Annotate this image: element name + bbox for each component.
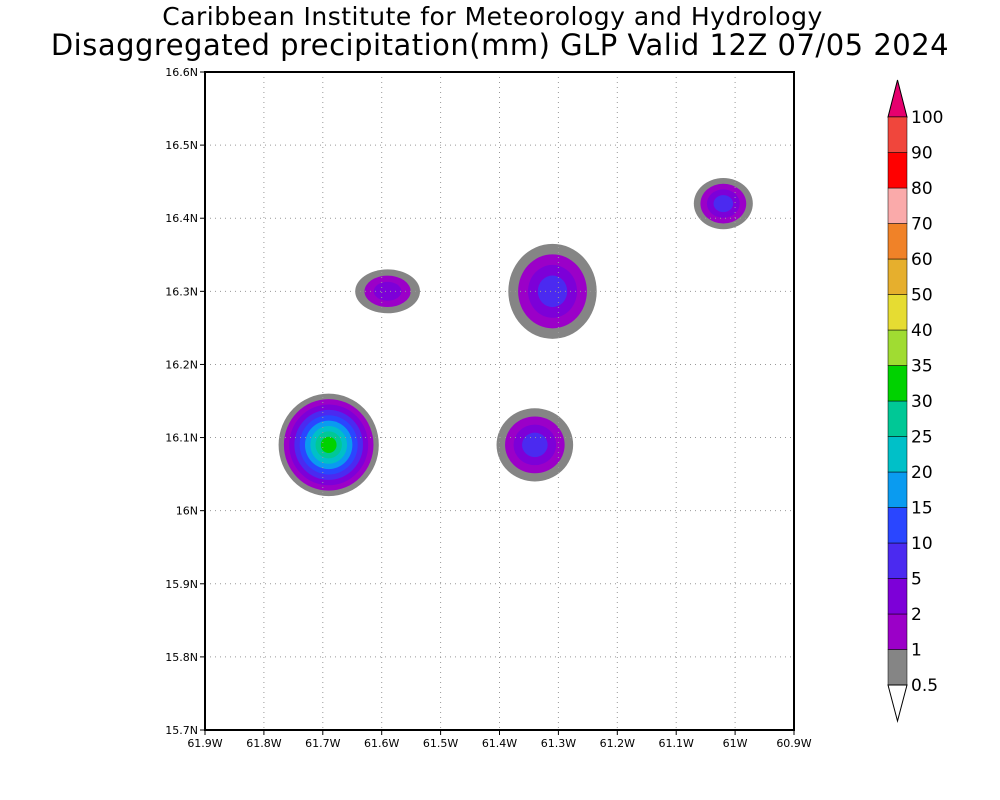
- y-tick-label: 16N: [176, 505, 198, 518]
- precip-cell: [693, 178, 753, 230]
- precip-cell: [355, 269, 420, 314]
- colorbar-swatch: [887, 507, 908, 544]
- colorbar-min-arrow: [887, 684, 908, 723]
- colorbar-label: 50: [911, 286, 933, 306]
- y-tick-label: 15.7N: [165, 724, 198, 737]
- y-tick-label: 15.9N: [165, 578, 198, 591]
- colorbar-label: 40: [911, 321, 933, 341]
- colorbar-label: 15: [911, 499, 933, 519]
- colorbar-swatch: [887, 542, 908, 579]
- colorbar-swatch: [887, 400, 908, 437]
- precip-cell: [508, 243, 597, 339]
- colorbar-swatch: [887, 152, 908, 189]
- precip-contour: [537, 275, 568, 308]
- x-tick-label: 61.8W: [246, 737, 281, 750]
- colorbar-swatch: [887, 471, 908, 508]
- y-tick-label: 15.8N: [165, 651, 198, 664]
- colorbar-swatch: [887, 294, 908, 331]
- precip-contour: [320, 436, 337, 453]
- colorbar-swatch: [887, 578, 908, 615]
- colorbar-swatch: [887, 649, 908, 686]
- colorbar-label: 25: [911, 428, 933, 448]
- chart-title-line1: Caribbean Institute for Meteorology and …: [162, 2, 823, 31]
- x-tick-label: 61.3W: [541, 737, 576, 750]
- x-tick-label: 61.7W: [305, 737, 340, 750]
- plot-frame: [204, 71, 795, 731]
- colorbar-swatch: [887, 436, 908, 473]
- colorbar-swatch: [887, 613, 908, 650]
- colorbar-label: 1: [911, 641, 922, 661]
- x-tick-label: 60.9W: [776, 737, 811, 750]
- y-tick-label: 16.2N: [165, 358, 198, 371]
- colorbar-label: 80: [911, 179, 933, 199]
- x-tick-label: 61.4W: [482, 737, 517, 750]
- precip-contour: [522, 432, 548, 458]
- colorbar-label: 60: [911, 250, 933, 270]
- colorbar-label: 100: [911, 108, 943, 128]
- longitude-axis: 61.9W 61.8W 61.7W 61.6W 61.5W 61.4W 61.3W 61.2W…: [187, 730, 812, 750]
- precipitation-field: [278, 178, 753, 497]
- precip-cell: [496, 408, 574, 482]
- x-tick-label: 61.1W: [659, 737, 694, 750]
- precip-contour: [373, 281, 402, 301]
- y-tick-label: 16.1N: [165, 432, 198, 445]
- x-tick-label: 61.9W: [187, 737, 222, 750]
- chart-title-line2: Disaggregated precipitation(mm) GLP Vali…: [50, 28, 950, 62]
- x-tick-label: 61W: [723, 737, 748, 750]
- precip-contour: [713, 195, 734, 213]
- colorbar-swatch: [887, 223, 908, 260]
- colorbar-swatch: [887, 116, 908, 153]
- colorbar-swatch: [887, 365, 908, 402]
- precip-cell: [278, 393, 379, 497]
- colorbar-label: 0.5: [911, 676, 938, 696]
- x-tick-label: 61.5W: [423, 737, 458, 750]
- colorbar-label: 70: [911, 215, 933, 235]
- y-tick-label: 16.3N: [165, 285, 198, 298]
- colorbar-label: 90: [911, 144, 933, 164]
- y-tick-label: 16.6N: [165, 66, 198, 79]
- colorbar-label: 5: [911, 570, 922, 590]
- colorbar-swatch: [887, 258, 908, 295]
- x-tick-label: 61.6W: [364, 737, 399, 750]
- x-tick-label: 61.2W: [600, 737, 635, 750]
- colorbar-label: 10: [911, 534, 933, 554]
- colorbar-label: 20: [911, 463, 933, 483]
- colorbar-swatch: [887, 329, 908, 366]
- colorbar-label: 30: [911, 392, 933, 412]
- latitude-axis: 15.7N 15.8N 15.9N 16N 16.1N 16.2N 16.3N 16.4N 16…: [165, 66, 205, 737]
- colorbar-swatch: [887, 187, 908, 224]
- colorbar-label: 2: [911, 605, 922, 625]
- y-tick-label: 16.4N: [165, 212, 198, 225]
- y-tick-label: 16.5N: [165, 139, 198, 152]
- colorbar-label: 35: [911, 357, 933, 377]
- grid-lines: [205, 72, 794, 730]
- colorbar-max-arrow: [887, 79, 908, 118]
